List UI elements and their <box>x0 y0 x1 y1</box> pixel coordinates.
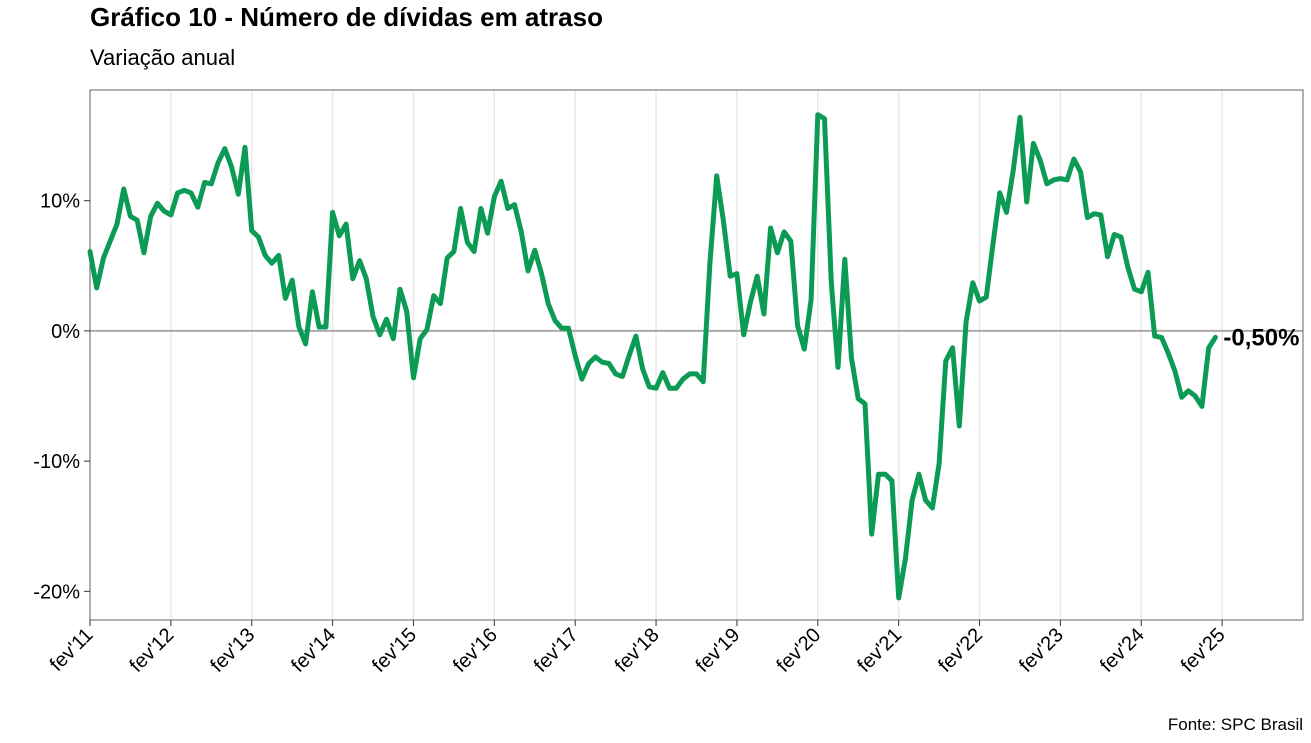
y-tick-label: 10% <box>40 191 80 213</box>
x-gridlines <box>89 90 1223 620</box>
x-axis: fev'11 fev'12 fev'13 fev'14 fev'15 fev'16 fev'… <box>46 620 1230 677</box>
x-tick-label: fev'23 <box>1015 624 1068 677</box>
x-tick-label: fev'15 <box>368 624 421 677</box>
x-tick-label: fev'21 <box>853 624 906 677</box>
x-tick-label: fev'13 <box>206 624 259 677</box>
x-tick-label: fev'20 <box>772 624 825 677</box>
y-axis: 10% 0% -10% -20% <box>33 191 90 603</box>
y-tick-label: -20% <box>33 581 80 603</box>
source-note: Fonte: SPC Brasil <box>1167 715 1303 734</box>
x-tick-label: fev'22 <box>934 624 987 677</box>
x-tick-label: fev'12 <box>126 624 179 677</box>
chart-title: Gráfico 10 - Número de dívidas em atraso <box>90 2 603 32</box>
y-tick-label: 0% <box>51 321 80 343</box>
last-value-label: -0,50% <box>1223 324 1299 351</box>
x-tick-label: fev'19 <box>692 624 745 677</box>
x-tick-label: fev'24 <box>1096 624 1149 677</box>
series-line <box>87 112 1218 601</box>
x-tick-label: fev'11 <box>46 624 98 676</box>
x-tick-label: fev'16 <box>449 624 502 677</box>
x-tick-label: fev'17 <box>530 624 583 677</box>
plot-frame <box>89 89 1304 621</box>
y-tick-label: -10% <box>33 451 80 473</box>
x-tick-label: fev'18 <box>611 624 664 677</box>
x-tick-label: fev'14 <box>287 624 340 677</box>
x-tick-label: fev'25 <box>1177 624 1230 677</box>
chart-subtitle: Variação anual <box>90 45 236 70</box>
